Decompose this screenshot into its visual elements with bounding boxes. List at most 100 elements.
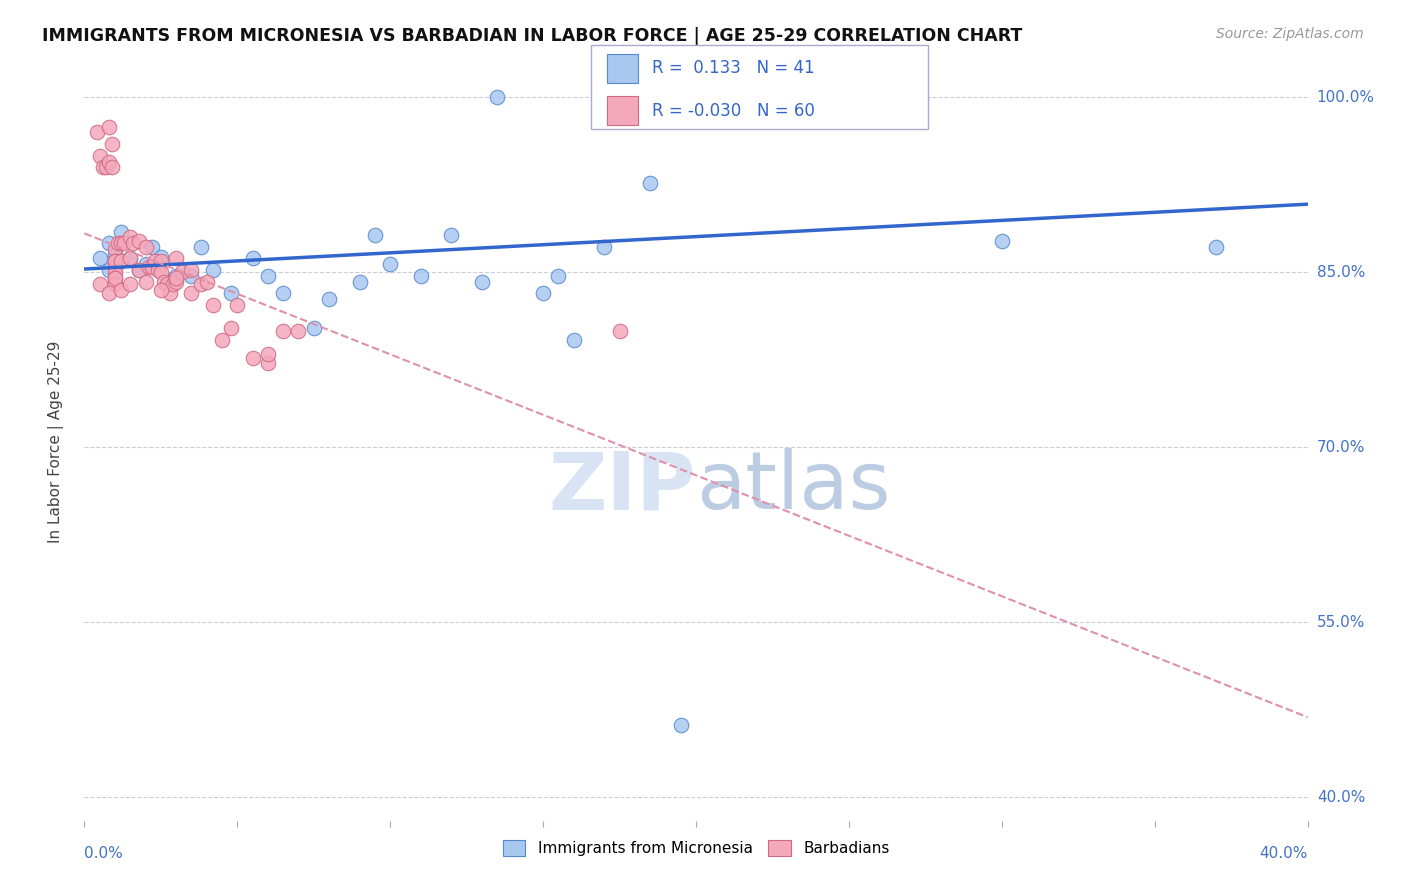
Text: 0.0%: 0.0% — [84, 847, 124, 862]
Point — [128, 263, 150, 277]
Point — [159, 275, 181, 289]
Point — [675, 90, 697, 104]
Point — [122, 236, 145, 251]
Point — [242, 252, 264, 266]
Point — [318, 292, 340, 306]
Y-axis label: In Labor Force | Age 25-29: In Labor Force | Age 25-29 — [48, 341, 63, 542]
Point — [364, 228, 387, 243]
Point — [104, 277, 127, 291]
Point — [104, 253, 127, 268]
Text: IMMIGRANTS FROM MICRONESIA VS BARBADIAN IN LABOR FORCE | AGE 25-29 CORRELATION C: IMMIGRANTS FROM MICRONESIA VS BARBADIAN … — [42, 27, 1022, 45]
Point — [486, 90, 509, 104]
Point — [104, 265, 127, 279]
Point — [201, 263, 224, 277]
Point — [146, 263, 169, 277]
Point — [531, 286, 554, 301]
Text: atlas: atlas — [696, 448, 890, 526]
Point — [1205, 240, 1227, 254]
Point — [149, 250, 172, 264]
Point — [91, 161, 114, 175]
Point — [471, 275, 494, 289]
Point — [180, 263, 202, 277]
Point — [685, 90, 707, 104]
Point — [302, 321, 325, 335]
Text: 55.0%: 55.0% — [1317, 615, 1365, 630]
Point — [120, 230, 142, 244]
Point — [257, 347, 280, 361]
Point — [156, 277, 179, 291]
Text: 40.0%: 40.0% — [1317, 789, 1365, 805]
Point — [593, 240, 616, 254]
Point — [669, 718, 692, 732]
Point — [153, 275, 176, 289]
Legend: Immigrants from Micronesia, Barbadians: Immigrants from Micronesia, Barbadians — [496, 834, 896, 863]
Point — [104, 260, 127, 274]
Text: 70.0%: 70.0% — [1317, 440, 1365, 455]
Point — [97, 286, 120, 301]
Point — [97, 263, 120, 277]
Text: 40.0%: 40.0% — [1260, 847, 1308, 862]
Point — [89, 277, 111, 291]
Point — [104, 248, 127, 262]
Text: R = -0.030   N = 60: R = -0.030 N = 60 — [652, 102, 815, 120]
Point — [242, 351, 264, 365]
Point — [609, 324, 631, 338]
Point — [287, 324, 309, 338]
Point — [219, 286, 242, 301]
Point — [159, 286, 181, 301]
Point — [128, 263, 150, 277]
Point — [211, 333, 233, 347]
Text: 100.0%: 100.0% — [1317, 90, 1375, 105]
Point — [190, 240, 212, 254]
Point — [633, 90, 655, 104]
Point — [201, 298, 224, 312]
Point — [138, 260, 160, 274]
Point — [86, 125, 108, 139]
Point — [257, 356, 280, 370]
Point — [180, 268, 202, 283]
Point — [135, 275, 157, 289]
Point — [180, 286, 202, 301]
Point — [162, 277, 184, 291]
Point — [257, 268, 280, 283]
Point — [104, 271, 127, 285]
Point — [172, 265, 194, 279]
Point — [165, 252, 187, 266]
Point — [141, 260, 163, 274]
Point — [110, 236, 132, 251]
Point — [104, 242, 127, 256]
Point — [141, 240, 163, 254]
Point — [165, 268, 187, 283]
Point — [219, 321, 242, 335]
Point — [120, 252, 142, 266]
Point — [112, 236, 135, 251]
Text: R =  0.133   N = 41: R = 0.133 N = 41 — [652, 60, 815, 78]
Text: 85.0%: 85.0% — [1317, 265, 1365, 280]
Point — [110, 253, 132, 268]
Point — [110, 283, 132, 297]
Point — [664, 90, 686, 104]
Point — [107, 236, 129, 251]
Point — [165, 275, 187, 289]
Point — [101, 137, 124, 152]
Point — [149, 283, 172, 297]
Point — [165, 271, 187, 285]
Point — [271, 324, 294, 338]
Point — [638, 176, 661, 190]
Point — [409, 268, 432, 283]
Point — [97, 120, 120, 134]
Point — [97, 154, 120, 169]
Point — [149, 265, 172, 279]
Point — [547, 268, 569, 283]
Point — [94, 161, 117, 175]
Point — [89, 149, 111, 163]
Point — [97, 236, 120, 251]
Point — [101, 161, 124, 175]
Point — [195, 275, 218, 289]
Point — [143, 253, 166, 268]
Point — [380, 257, 402, 271]
Point — [190, 277, 212, 291]
Point — [128, 234, 150, 248]
Point — [609, 90, 631, 104]
Point — [440, 228, 463, 243]
